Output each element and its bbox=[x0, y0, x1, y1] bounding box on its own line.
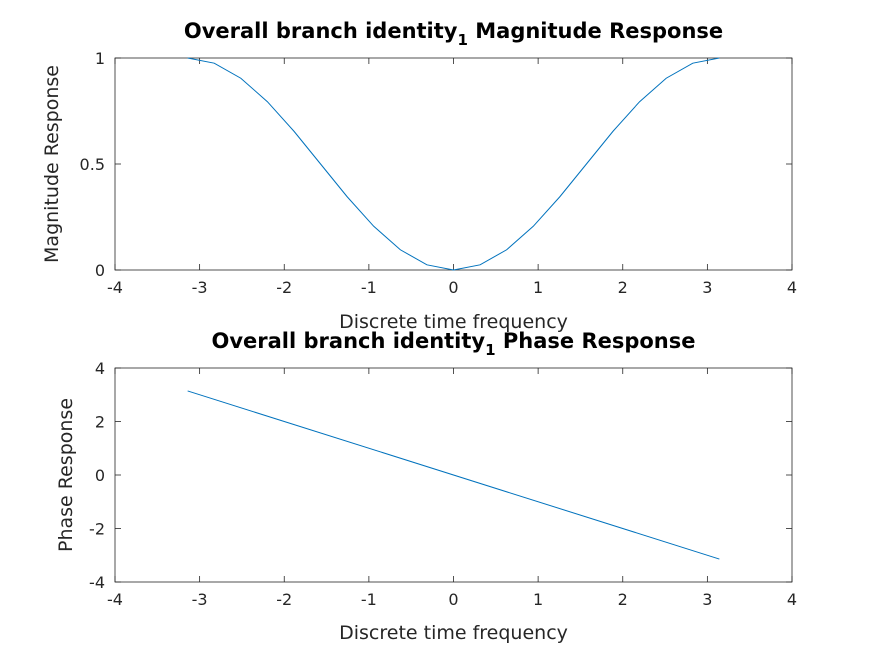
x-tick-label: 2 bbox=[618, 278, 628, 297]
y-axis-label: Phase Response bbox=[55, 398, 77, 552]
y-tick-label: 1 bbox=[95, 49, 105, 68]
x-tick-label: 1 bbox=[533, 278, 543, 297]
x-tick-label: 2 bbox=[618, 590, 628, 609]
x-axis-label: Discrete time frequency bbox=[339, 311, 568, 333]
x-tick-label: 0 bbox=[448, 590, 458, 609]
axes-frame bbox=[114, 57, 793, 271]
x-tick-label: -4 bbox=[107, 278, 123, 297]
y-tick-label: 2 bbox=[95, 413, 105, 432]
series-line bbox=[187, 57, 720, 271]
x-tick-label: -1 bbox=[361, 590, 377, 609]
x-tick-label: -2 bbox=[276, 278, 292, 297]
x-tick-label: -3 bbox=[192, 278, 208, 297]
x-tick-label: -3 bbox=[192, 590, 208, 609]
chart-title: Overall branch identity1 Magnitude Respo… bbox=[184, 19, 723, 49]
series-line bbox=[187, 390, 720, 560]
subplot-1: -4 -3 -2 -1 0 1 2 3 4 0 0.5 1 Overall branch identit… bbox=[41, 19, 797, 333]
x-tick-label: 0 bbox=[448, 278, 458, 297]
y-axis-label: Magnitude Response bbox=[41, 65, 63, 263]
x-tick-label: 4 bbox=[787, 278, 797, 297]
x-tick-label: 4 bbox=[787, 590, 797, 609]
x-tick-label: 1 bbox=[533, 590, 543, 609]
y-tick-label: -2 bbox=[89, 520, 105, 539]
y-tick-label: 0 bbox=[95, 466, 105, 485]
y-tick-label: 4 bbox=[95, 359, 105, 378]
x-tick-label: -4 bbox=[107, 590, 123, 609]
x-axis-label: Discrete time frequency bbox=[339, 622, 568, 644]
chart-title: Overall branch identity1 Phase Response bbox=[211, 329, 695, 359]
y-tick-label: 0 bbox=[95, 261, 105, 280]
y-tick-label: 0.5 bbox=[80, 155, 105, 174]
x-tick-label: 3 bbox=[702, 278, 712, 297]
x-tick-label: 3 bbox=[702, 590, 712, 609]
subplot-2: -4 -3 -2 -1 0 1 2 3 4 -4 -2 0 2 4 Overall branch ident… bbox=[55, 329, 797, 644]
x-tick-label: -1 bbox=[361, 278, 377, 297]
y-tick-label: -4 bbox=[89, 573, 105, 592]
x-tick-label: -2 bbox=[276, 590, 292, 609]
